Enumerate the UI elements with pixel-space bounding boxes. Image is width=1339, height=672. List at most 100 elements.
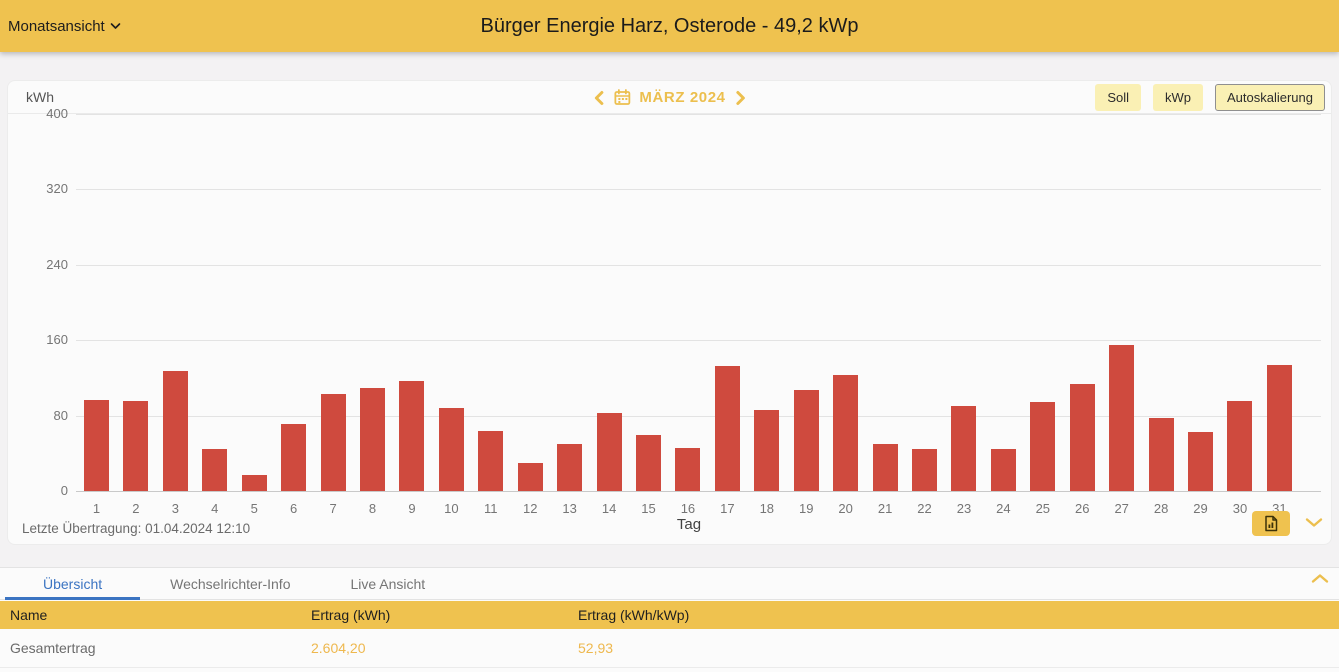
collapse-panel-button[interactable]	[1311, 573, 1329, 584]
bar-day-29[interactable]	[1188, 431, 1214, 491]
view-selector-label: Monatsansicht	[8, 17, 105, 35]
summary-table: Name Ertrag (kWh) Ertrag (kWh/kWp) Gesam…	[0, 601, 1339, 668]
bar-day-11[interactable]	[478, 430, 504, 491]
bar-day-13[interactable]	[557, 443, 583, 491]
x-tick-label-6: 6	[290, 501, 298, 516]
x-tick-label-20: 20	[838, 501, 853, 516]
export-button[interactable]	[1252, 511, 1290, 536]
tab-uebersicht[interactable]: Übersicht	[5, 568, 141, 600]
x-tick-label-2: 2	[132, 501, 140, 516]
column-header-ertrag-kwh-kwp: Ertrag (kWh/kWp)	[578, 607, 690, 623]
bar-day-17[interactable]	[714, 365, 740, 491]
bar-day-16[interactable]	[675, 447, 701, 491]
x-tick-label-22: 22	[917, 501, 932, 516]
tab-live-ansicht[interactable]: Live Ansicht	[350, 575, 426, 592]
x-tick-label-3: 3	[171, 501, 179, 516]
next-month-button[interactable]	[735, 90, 747, 106]
file-chart-icon	[1264, 515, 1278, 532]
bar-day-25[interactable]	[1030, 402, 1056, 491]
bar-day-23[interactable]	[951, 406, 977, 491]
soll-toggle-button[interactable]: Soll	[1095, 84, 1141, 111]
bar-day-20[interactable]	[833, 375, 859, 491]
x-tick-label-14: 14	[601, 501, 617, 516]
gridline-240	[76, 264, 1321, 266]
x-tick-label-10: 10	[444, 501, 459, 516]
table-row: Gesamtertrag 2.604,20 52,93	[0, 629, 1339, 668]
collapse-chart-button[interactable]	[1305, 517, 1323, 528]
x-tick-label-18: 18	[759, 501, 775, 516]
bar-day-10[interactable]	[438, 408, 464, 491]
bar-day-28[interactable]	[1148, 418, 1174, 491]
x-tick-label-25: 25	[1035, 501, 1051, 516]
bar-day-3[interactable]	[162, 371, 188, 491]
bar-day-31[interactable]	[1266, 364, 1292, 491]
column-header-ertrag-kwh: Ertrag (kWh)	[311, 607, 391, 623]
chart-header-divider	[8, 113, 1331, 114]
bar-day-5[interactable]	[241, 474, 267, 491]
y-tick-label-240: 240	[46, 256, 68, 272]
y-tick-label-320: 320	[46, 181, 68, 197]
bar-day-21[interactable]	[872, 443, 898, 491]
y-tick-label-400: 400	[46, 106, 68, 121]
x-tick-label-28: 28	[1153, 501, 1169, 516]
x-tick-label-13: 13	[562, 501, 577, 516]
y-tick-label-0: 0	[60, 483, 68, 498]
bar-day-19[interactable]	[793, 390, 819, 491]
bar-day-14[interactable]	[596, 412, 622, 491]
x-axis-title: Tag	[676, 516, 702, 533]
bar-day-2[interactable]	[123, 400, 149, 491]
row-ertrag-kwh-cell: 2.604,20	[311, 640, 366, 656]
y-tick-label-160: 160	[46, 332, 68, 348]
previous-month-button[interactable]	[592, 90, 604, 106]
x-tick-label-29: 29	[1193, 501, 1208, 516]
x-tick-label-15: 15	[641, 501, 656, 516]
chevron-down-icon	[1305, 517, 1323, 528]
chevron-right-icon	[735, 90, 747, 106]
chevron-up-icon	[1311, 573, 1329, 584]
x-tick-label-4: 4	[211, 501, 219, 516]
gridline-400	[76, 114, 1321, 115]
month-label: MÄRZ 2024	[639, 89, 726, 106]
bar-day-1[interactable]	[84, 399, 109, 491]
bar-day-27[interactable]	[1109, 344, 1135, 491]
bar-day-18[interactable]	[754, 409, 780, 491]
page-title: Bürger Energie Harz, Osterode - 49,2 kWp	[480, 14, 859, 37]
tab-wechselrichter-info[interactable]: Wechselrichter-Info	[170, 575, 291, 592]
x-tick-label-16: 16	[680, 501, 696, 516]
app-bar: Monatsansicht Bürger Energie Harz, Oster…	[0, 0, 1339, 52]
x-tick-label-5: 5	[250, 501, 258, 516]
autoscale-toggle-button[interactable]: Autoskalierung	[1215, 84, 1325, 111]
gridline-80	[76, 415, 1321, 417]
x-tick-label-24: 24	[996, 501, 1011, 516]
view-selector-dropdown[interactable]: Monatsansicht	[8, 0, 121, 52]
x-tick-label-30: 30	[1232, 501, 1248, 516]
bar-day-22[interactable]	[912, 448, 938, 491]
chart-toggle-buttons: Soll kWp Autoskalierung	[1095, 84, 1325, 111]
chevron-down-icon	[110, 22, 121, 30]
y-tick-label-80: 80	[53, 407, 68, 423]
bar-day-8[interactable]	[360, 388, 385, 491]
x-tick-label-17: 17	[720, 501, 735, 516]
details-panel: Übersicht Wechselrichter-Info Live Ansic…	[0, 567, 1339, 672]
gridline-160	[76, 340, 1321, 342]
bar-day-7[interactable]	[320, 393, 346, 491]
calendar-icon[interactable]	[613, 89, 630, 106]
x-tick-label-8: 8	[368, 501, 377, 516]
last-transmission-text: Letzte Übertragung: 01.04.2024 12:10	[22, 521, 251, 536]
bar-day-12[interactable]	[517, 462, 543, 491]
x-tick-label-21: 21	[877, 501, 893, 516]
x-tick-label-23: 23	[956, 501, 972, 516]
bar-day-26[interactable]	[1069, 383, 1095, 491]
bar-day-15[interactable]	[636, 435, 662, 491]
bar-day-9[interactable]	[399, 380, 425, 491]
month-navigation: MÄRZ 2024	[592, 89, 746, 106]
bar-day-24[interactable]	[990, 448, 1016, 491]
x-tick-label-1: 1	[92, 501, 101, 516]
kwp-toggle-button[interactable]: kWp	[1153, 84, 1203, 111]
bar-day-30[interactable]	[1227, 401, 1253, 491]
row-ertrag-kwh-kwp-cell: 52,93	[578, 640, 614, 656]
bar-day-6[interactable]	[281, 424, 307, 491]
bar-day-4[interactable]	[202, 448, 228, 491]
x-tick-label-11: 11	[484, 501, 498, 516]
x-tick-label-19: 19	[799, 501, 814, 516]
